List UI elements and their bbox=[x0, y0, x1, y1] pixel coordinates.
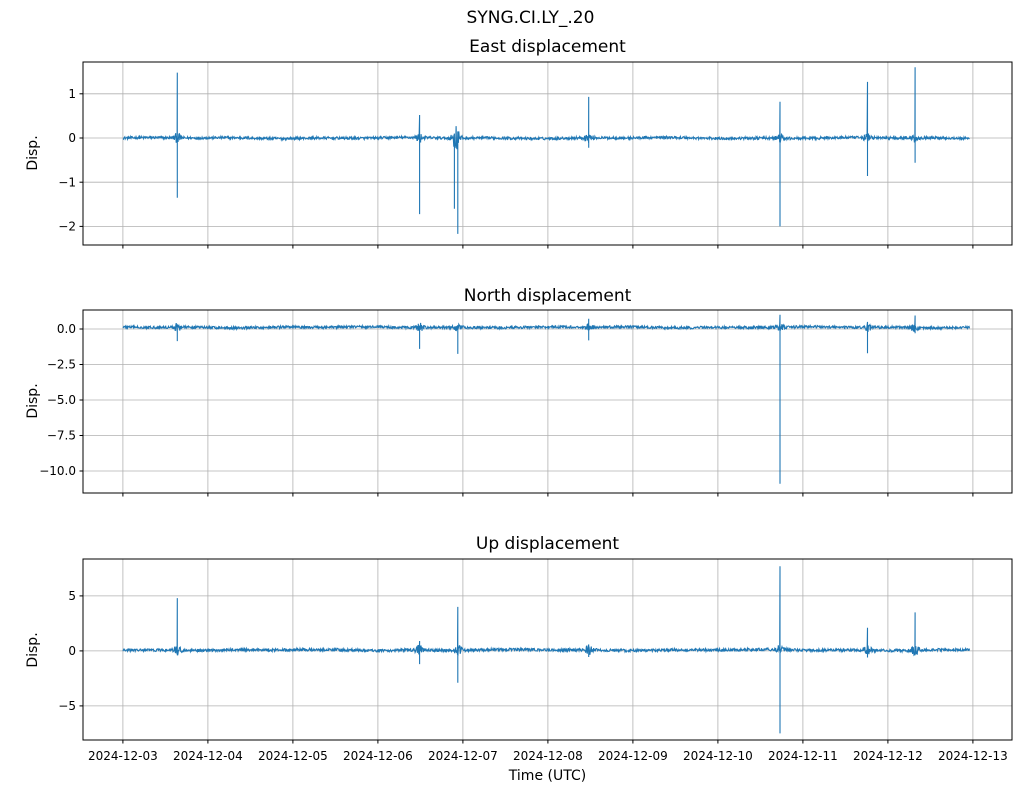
x-axis-label: Time (UTC) bbox=[508, 768, 587, 784]
x-tick-label: 2024-12-09 bbox=[598, 749, 668, 763]
y-tick-label: −5.0 bbox=[47, 393, 76, 407]
subplot-title-north: North displacement bbox=[463, 286, 632, 306]
y-tick-label: −5 bbox=[58, 699, 76, 713]
subplot-axes-2: 0.0 −2.5 −5.0 −7.5 −10.0 bbox=[39, 309, 1013, 497]
y-tick-label: 0.0 bbox=[57, 322, 76, 336]
x-tick-label: 2024-12-12 bbox=[853, 749, 923, 763]
subplot-title-up: Up displacement bbox=[475, 534, 620, 554]
y-tick-label: −2 bbox=[58, 220, 76, 234]
x-tick-label: 2024-12-04 bbox=[173, 749, 243, 763]
x-tick-label: 2024-12-07 bbox=[428, 749, 498, 763]
subplot-axes-3: 2024-12-03 2024-12-04 2024-12-05 2024-12-06… bbox=[58, 558, 1013, 763]
data-line-3 bbox=[122, 566, 971, 734]
y-tick-label: 5 bbox=[68, 589, 76, 603]
x-tick-label: 2024-12-10 bbox=[683, 749, 753, 763]
data-line-2 bbox=[122, 314, 971, 484]
subplot-axes-1: 1 0 −1 −2 bbox=[58, 61, 1013, 249]
data-line-1 bbox=[122, 67, 970, 234]
y-tick-label: −10.0 bbox=[39, 464, 76, 478]
y-tick-label: 0 bbox=[68, 131, 76, 145]
x-tick-label: 2024-12-03 bbox=[88, 749, 158, 763]
figure-suptitle: SYNG.CI.LY_.20 bbox=[466, 8, 595, 28]
x-tick-label: 2024-12-05 bbox=[258, 749, 328, 763]
y-tick-label: 0 bbox=[68, 644, 76, 658]
y-tick-label: 1 bbox=[68, 87, 76, 101]
subplot-title-east: East displacement bbox=[469, 37, 626, 57]
y-tick-label: −7.5 bbox=[47, 429, 76, 443]
x-tick-label: 2024-12-11 bbox=[768, 749, 838, 763]
x-tick-label: 2024-12-13 bbox=[938, 749, 1008, 763]
x-tick-label: 2024-12-08 bbox=[513, 749, 583, 763]
x-tick-label: 2024-12-06 bbox=[343, 749, 413, 763]
y-tick-label: −2.5 bbox=[47, 358, 76, 372]
y-tick-label: −1 bbox=[58, 175, 76, 189]
